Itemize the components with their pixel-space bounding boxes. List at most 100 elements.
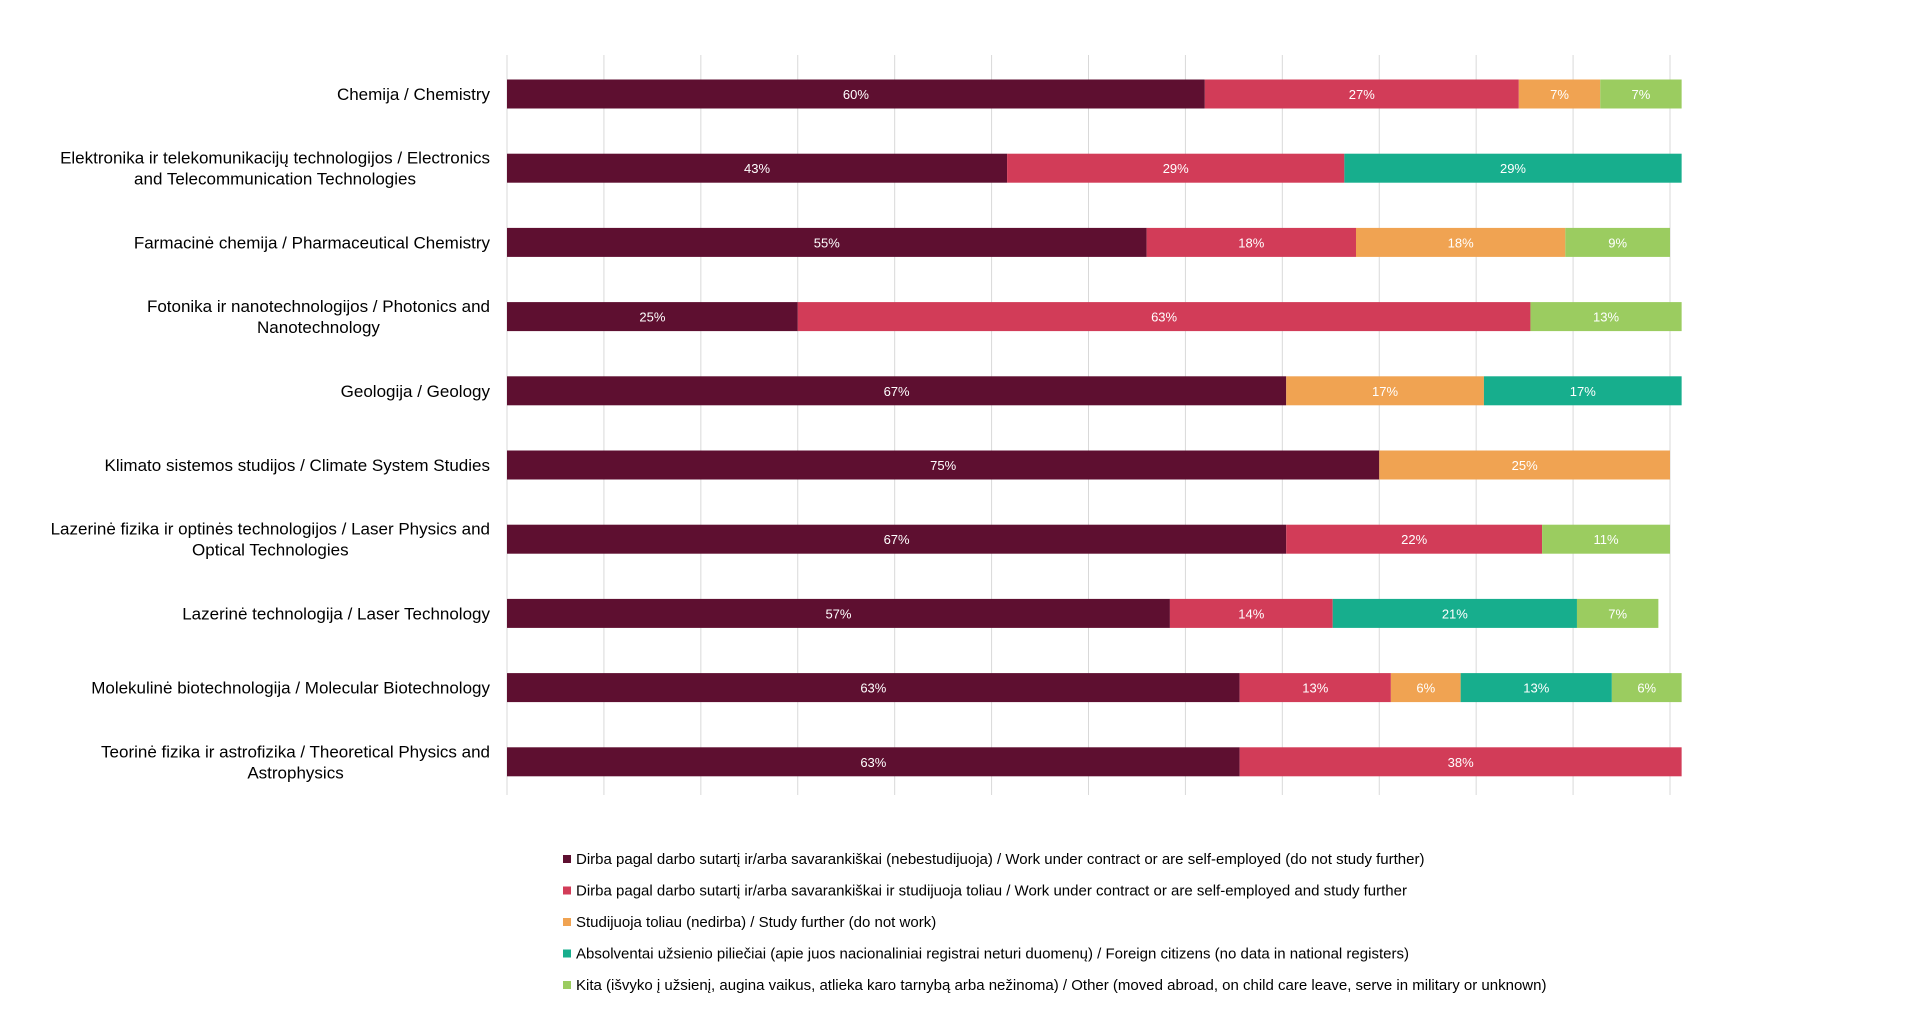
bar-segment bbox=[507, 598, 1170, 628]
category-label: Fotonika ir nanotechnologijos / Photonic… bbox=[147, 297, 490, 337]
data-label: 63% bbox=[860, 755, 886, 770]
bar-row: 43% 29% 29% bbox=[507, 153, 1682, 183]
legend-label: Absolventai užsienio piliečiai (apie juo… bbox=[576, 946, 1409, 963]
bar-row: 67% 17% 17% bbox=[507, 376, 1682, 406]
bar-segment bbox=[1611, 673, 1682, 703]
data-label: 21% bbox=[1442, 606, 1468, 621]
bar-segment bbox=[507, 673, 1240, 703]
data-label: 22% bbox=[1401, 532, 1427, 547]
data-label: 63% bbox=[1151, 310, 1177, 325]
legend-item: Dirba pagal darbo sutartį ir/arba savara… bbox=[563, 851, 1424, 868]
legend-swatch bbox=[563, 855, 571, 863]
bar-segment bbox=[1146, 227, 1356, 257]
legend-swatch bbox=[563, 981, 571, 989]
bar-segment bbox=[1390, 673, 1461, 703]
legend-item: Dirba pagal darbo sutartį ir/arba savara… bbox=[563, 883, 1407, 900]
data-label: 27% bbox=[1349, 87, 1375, 102]
bar-segment bbox=[507, 376, 1287, 406]
bar-row: 57% 14% 21% 7% bbox=[507, 598, 1659, 628]
bar-segment bbox=[507, 524, 1287, 554]
bar-segment bbox=[507, 79, 1205, 109]
bar-row: 25% 63% 13% bbox=[507, 302, 1682, 332]
data-label: 63% bbox=[860, 681, 886, 696]
category-label: Teorinė fizika ir astrofizika / Theoreti… bbox=[101, 742, 490, 782]
bar-segment bbox=[1204, 79, 1519, 109]
bar-segment bbox=[1542, 524, 1670, 554]
bar-segment bbox=[1286, 524, 1543, 554]
data-label: 11% bbox=[1594, 532, 1619, 547]
bar-segment bbox=[507, 450, 1380, 480]
bar-segment bbox=[1355, 227, 1566, 257]
legend-swatch bbox=[563, 886, 571, 895]
bar-segment bbox=[507, 747, 1240, 777]
bar-row: 60% 27% 7% 7% bbox=[507, 79, 1682, 109]
legend-item: Absolventai užsienio piliečiai (apie juo… bbox=[563, 946, 1409, 963]
bar-segment bbox=[1576, 598, 1659, 628]
data-label: 29% bbox=[1500, 161, 1526, 176]
legend-label: Studijuoja toliau (nedirba) / Study furt… bbox=[576, 914, 936, 931]
data-label: 17% bbox=[1570, 384, 1596, 399]
bar-segment bbox=[1379, 450, 1670, 480]
category-label: Klimato sistemos studijos / Climate Syst… bbox=[105, 456, 490, 475]
bar-row: 55% 18% 18% 9% bbox=[507, 227, 1670, 257]
data-label: 6% bbox=[1416, 681, 1435, 696]
data-label: 7% bbox=[1632, 87, 1651, 102]
data-label: 67% bbox=[884, 384, 910, 399]
category-label: Elektronika ir telekomunikacijų technolo… bbox=[60, 149, 490, 189]
bar-segment bbox=[1344, 153, 1682, 183]
bar-segment bbox=[1460, 673, 1612, 703]
data-label: 13% bbox=[1593, 310, 1619, 325]
data-label: 25% bbox=[639, 310, 665, 325]
legend-item: Kita (išvyko į užsienį, augina vaikus, a… bbox=[563, 977, 1546, 994]
legend-label: Dirba pagal darbo sutartį ir/arba savara… bbox=[576, 851, 1424, 868]
bar-segment bbox=[797, 302, 1531, 332]
category-labels: Chemija / Chemistry Elektronika ir teleko… bbox=[51, 85, 491, 782]
bar-segment bbox=[1239, 747, 1682, 777]
bar-row: 63% 13% 6% 13% 6% bbox=[507, 673, 1682, 703]
legend-item: Studijuoja toliau (nedirba) / Study furt… bbox=[563, 914, 936, 931]
data-label: 43% bbox=[744, 161, 770, 176]
bar-row: 63% 38% bbox=[507, 747, 1682, 777]
data-label: 25% bbox=[1512, 458, 1538, 473]
bar-segment bbox=[1169, 598, 1333, 628]
bar-segment bbox=[507, 302, 798, 332]
bar-segment bbox=[507, 153, 1008, 183]
bar-segment bbox=[1239, 673, 1391, 703]
legend-label: Dirba pagal darbo sutartį ir/arba savara… bbox=[576, 883, 1407, 900]
data-label: 57% bbox=[825, 606, 851, 621]
data-label: 13% bbox=[1523, 681, 1549, 696]
data-label: 7% bbox=[1608, 606, 1627, 621]
data-label: 29% bbox=[1163, 161, 1189, 176]
data-label: 38% bbox=[1448, 755, 1474, 770]
bar-segment bbox=[1600, 79, 1682, 109]
bar-segment bbox=[1530, 302, 1682, 332]
bar-segment bbox=[507, 227, 1147, 257]
data-label: 60% bbox=[843, 87, 869, 102]
data-label: 18% bbox=[1448, 235, 1474, 250]
data-label: 14% bbox=[1238, 606, 1264, 621]
bar-segment bbox=[1518, 79, 1601, 109]
category-label: Lazerinė technologija / Laser Technology bbox=[182, 604, 490, 623]
category-label: Geologija / Geology bbox=[341, 382, 491, 401]
legend: Dirba pagal darbo sutartį ir/arba savara… bbox=[563, 851, 1546, 994]
bar-segment bbox=[1286, 376, 1484, 406]
data-label: 55% bbox=[814, 235, 840, 250]
data-label: 13% bbox=[1302, 681, 1328, 696]
bar-segment bbox=[1007, 153, 1345, 183]
bar-segment bbox=[1565, 227, 1670, 257]
legend-label: Kita (išvyko į užsienį, augina vaikus, a… bbox=[576, 977, 1546, 994]
data-label: 6% bbox=[1637, 681, 1656, 696]
legend-swatch bbox=[563, 918, 571, 926]
bar-row: 67% 22% 11% bbox=[507, 524, 1670, 554]
data-label: 18% bbox=[1238, 235, 1264, 250]
category-label: Molekulinė biotechnologija / Molecular B… bbox=[91, 679, 490, 698]
data-label: 67% bbox=[884, 532, 910, 547]
bar-segment bbox=[1332, 598, 1577, 628]
legend-swatch bbox=[563, 949, 571, 958]
data-label: 17% bbox=[1372, 384, 1398, 399]
data-label: 7% bbox=[1550, 87, 1569, 102]
category-label: Farmacinė chemija / Pharmaceutical Chemi… bbox=[134, 233, 491, 252]
bar-row: 75% 25% bbox=[507, 450, 1670, 480]
category-label: Lazerinė fizika ir optinės technologijos… bbox=[51, 520, 490, 560]
